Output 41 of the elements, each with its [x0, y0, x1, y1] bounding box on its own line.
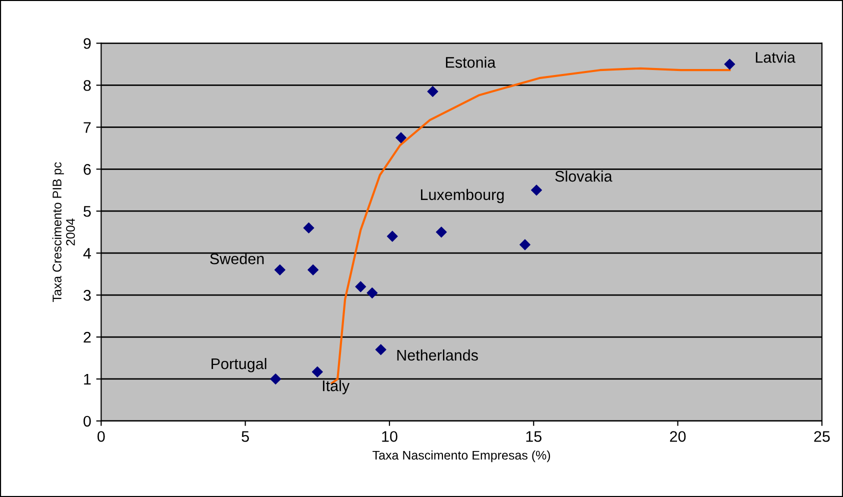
point	[312, 366, 323, 378]
annotation: Estonia	[446, 56, 496, 68]
annotation: Luxembourg	[420, 188, 504, 204]
point	[270, 374, 282, 384]
annotation: Netherlands	[397, 349, 478, 361]
y-tick-label: 1	[84, 374, 91, 385]
y-tick-label: 7	[84, 122, 91, 133]
y-tick-label: 2	[84, 332, 91, 343]
y-tick-label: 6	[84, 164, 91, 175]
x-tick-label: 25	[814, 431, 830, 442]
point	[519, 239, 530, 250]
y-axis-title: Taxa Crescimento PIB pc 2004	[52, 162, 75, 302]
annotation: Slovakia	[555, 170, 612, 182]
point	[427, 86, 438, 97]
x-axis-title: Taxa Nascimento Empresas (%)	[372, 450, 550, 462]
x-tick-label: 10	[382, 431, 398, 442]
point	[396, 132, 406, 144]
annotation: Italy	[322, 380, 350, 394]
y-tick-label: 9	[84, 38, 91, 49]
point	[386, 230, 398, 242]
annotation: Sweden	[210, 253, 264, 264]
x-tick-label: 5	[242, 431, 249, 442]
x-tick-label: 0	[98, 431, 105, 442]
x-tick-label: 15	[526, 431, 542, 442]
y-tick-label: 3	[84, 290, 91, 301]
point	[366, 287, 378, 298]
y-tick-label: 4	[83, 248, 91, 259]
point	[724, 58, 736, 70]
y-tick-label: 5	[84, 206, 91, 217]
point	[375, 344, 386, 356]
y-tick-label: 8	[84, 80, 91, 91]
point	[274, 264, 286, 276]
x-tick-label: 20	[670, 431, 686, 442]
point	[355, 281, 366, 292]
point	[531, 184, 542, 196]
y-tick-label: 0	[84, 416, 91, 427]
point	[436, 226, 447, 238]
annotation: Latvia	[756, 52, 796, 63]
annotation: Portugal	[212, 358, 266, 372]
point	[303, 222, 314, 234]
point	[308, 264, 319, 276]
